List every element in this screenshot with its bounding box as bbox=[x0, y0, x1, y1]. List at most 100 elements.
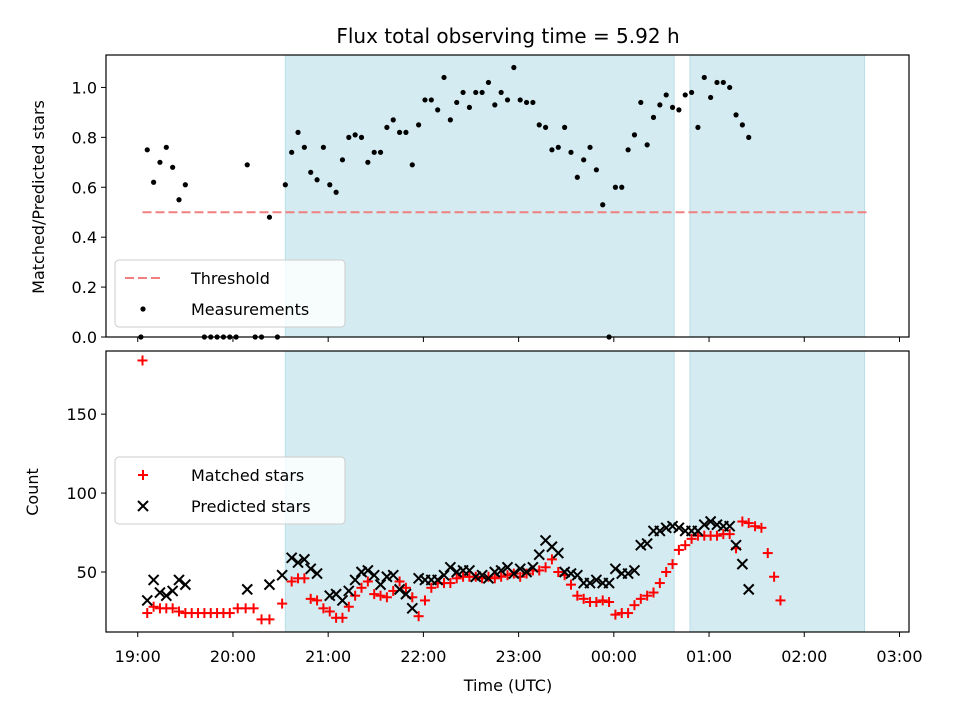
matched-star-marker bbox=[318, 603, 329, 614]
matched-star-marker bbox=[591, 597, 602, 608]
predicted-star-marker bbox=[552, 547, 564, 559]
measurement-point bbox=[727, 84, 733, 91]
measurement-point bbox=[339, 157, 346, 163]
measurement-point bbox=[479, 89, 485, 96]
matched-star-marker bbox=[635, 593, 646, 604]
measurement-point bbox=[428, 97, 434, 103]
predicted-star-marker bbox=[571, 569, 584, 581]
matched-star-marker bbox=[629, 600, 640, 611]
legend-entry-label: Measurements bbox=[191, 300, 309, 319]
matched-star-marker bbox=[248, 603, 259, 614]
measurement-point bbox=[266, 214, 273, 220]
matched-star-marker bbox=[737, 516, 748, 527]
predicted-star-marker bbox=[704, 515, 717, 528]
matched-star-marker bbox=[413, 611, 424, 622]
measurement-point bbox=[282, 182, 288, 188]
predicted-star-marker bbox=[298, 553, 311, 566]
matched-star-marker bbox=[375, 590, 386, 601]
measurement-point bbox=[466, 104, 473, 111]
matched-star-marker bbox=[546, 554, 557, 565]
measurement-point bbox=[441, 74, 447, 81]
predicted-star-marker bbox=[374, 578, 387, 591]
matched-star-marker bbox=[496, 571, 507, 582]
matched-star-marker bbox=[277, 598, 288, 609]
bottom-panel: 50 100 150 19:00 20:00 21:00 22:00 23:00 00:00 01… bbox=[66, 350, 923, 666]
y-tick-label: 50 bbox=[77, 563, 97, 582]
measurement-point bbox=[625, 147, 631, 153]
matched-star-marker bbox=[337, 612, 348, 623]
legend-predicted-swatch bbox=[137, 500, 149, 512]
measurement-point bbox=[390, 117, 396, 123]
legend-box bbox=[114, 259, 346, 328]
measurement-point bbox=[371, 149, 377, 155]
predicted-star-marker bbox=[387, 569, 399, 581]
predicted-star-marker bbox=[173, 574, 185, 586]
measurement-point bbox=[352, 132, 358, 138]
matched-star-marker bbox=[775, 595, 786, 606]
predicted-star-marker bbox=[368, 569, 380, 581]
measurement-point bbox=[327, 182, 333, 188]
predicted-star-marker bbox=[141, 594, 153, 607]
matched-star-marker bbox=[426, 582, 437, 593]
matched-star-marker bbox=[654, 578, 665, 589]
matched-star-marker bbox=[521, 568, 532, 579]
predicted-star-marker bbox=[584, 577, 596, 589]
measurement-point bbox=[163, 144, 169, 150]
chart-title: Flux total observing time = 5.92 h bbox=[336, 24, 679, 48]
matched-star-marker bbox=[137, 355, 148, 366]
measurement-point bbox=[320, 144, 327, 150]
legend-entry-label: Threshold bbox=[190, 269, 270, 288]
measurement-point bbox=[612, 184, 619, 190]
measurement-point bbox=[157, 159, 163, 165]
x-tick-label: 02:00 bbox=[781, 647, 827, 666]
measurement-point bbox=[435, 107, 441, 113]
measurement-point bbox=[289, 149, 295, 155]
measurement-point bbox=[669, 104, 676, 111]
measurement-point bbox=[530, 99, 536, 106]
y-tick-label: 1.0 bbox=[72, 78, 97, 97]
y-tick-label: 100 bbox=[66, 484, 97, 503]
predicted-star-marker bbox=[654, 525, 666, 537]
predicted-star-marker bbox=[406, 602, 418, 615]
x-tick-label: 19:00 bbox=[115, 647, 161, 666]
predicted-star-marker bbox=[698, 518, 710, 531]
measurement-point bbox=[638, 99, 644, 106]
matched-star-marker bbox=[597, 595, 608, 606]
y-tick-label: 0.4 bbox=[72, 228, 97, 247]
shaded-interval-0 bbox=[284, 350, 675, 633]
x-tick-label: 00:00 bbox=[591, 647, 637, 666]
predicted-star-marker bbox=[622, 567, 634, 580]
matched-star-marker bbox=[642, 590, 653, 601]
measurement-point bbox=[746, 134, 752, 140]
measurement-point bbox=[708, 94, 714, 101]
predicted-star-marker bbox=[527, 561, 539, 573]
matched-star-marker bbox=[610, 609, 621, 620]
predicted-star-marker bbox=[723, 520, 736, 532]
predicted-star-marker bbox=[508, 567, 520, 580]
matched-star-marker bbox=[648, 587, 659, 598]
matched-star-marker bbox=[224, 608, 235, 619]
measurement-point bbox=[403, 129, 409, 135]
measurement-point bbox=[631, 132, 638, 138]
x-axis-label: Time (UTC) bbox=[463, 676, 552, 695]
predicted-star-marker bbox=[305, 563, 317, 575]
matched-star-marker bbox=[553, 567, 564, 578]
predicted-star-marker bbox=[285, 552, 298, 564]
measurement-point bbox=[308, 169, 314, 175]
matched-star-marker bbox=[572, 590, 583, 601]
legend-box bbox=[114, 456, 346, 525]
matched-star-marker bbox=[400, 582, 411, 593]
measurement-point bbox=[454, 99, 460, 106]
matched-star-marker bbox=[686, 533, 697, 544]
predicted-star-marker bbox=[743, 583, 755, 596]
measurement-point bbox=[473, 89, 479, 96]
predicted-star-marker bbox=[476, 569, 488, 581]
measurement-point bbox=[562, 124, 568, 130]
y-tick-label: 0.6 bbox=[72, 178, 97, 197]
predicted-star-marker bbox=[641, 537, 653, 550]
predicted-star-marker bbox=[431, 574, 444, 586]
measurement-point bbox=[695, 124, 701, 130]
matched-star-marker bbox=[312, 595, 323, 606]
measurement-point bbox=[555, 144, 561, 150]
measurement-point bbox=[701, 74, 707, 81]
